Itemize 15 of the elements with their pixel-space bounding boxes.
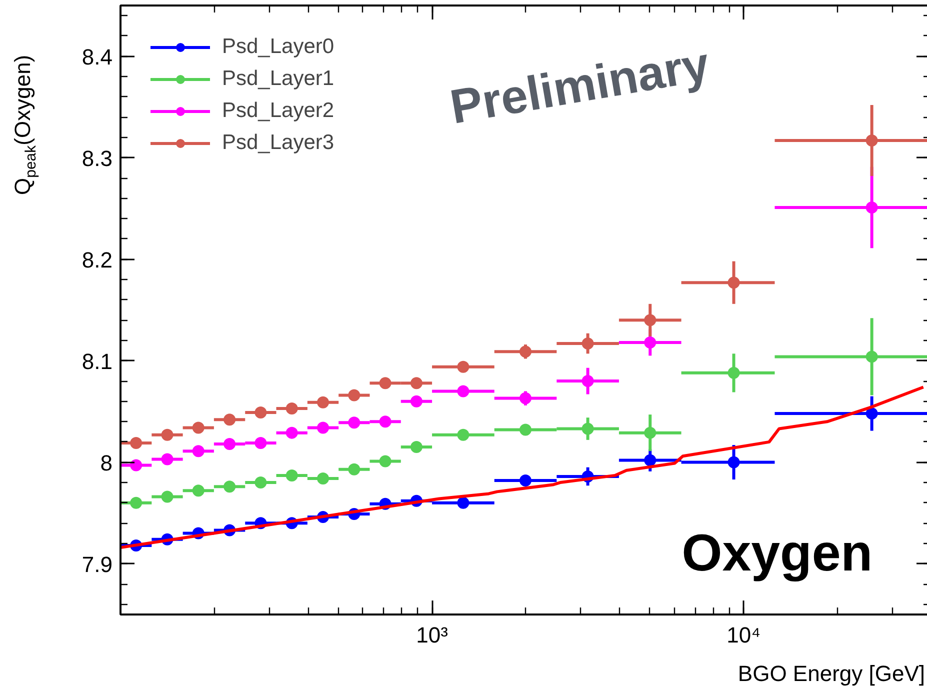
legend-label: Psd_Layer0 [222, 35, 334, 59]
y-tick-label: 8.3 [82, 146, 113, 171]
legend-label: Psd_Layer3 [222, 131, 334, 155]
y-tick-label: 8 [100, 450, 113, 476]
x-tick-label: 10⁴ [726, 622, 761, 648]
y-tick-label: 7.9 [82, 552, 113, 577]
x-tick-label: 10³ [416, 622, 448, 648]
legend-label: Psd_Layer2 [222, 99, 334, 123]
y-tick-label: 8.1 [82, 348, 113, 374]
annotation: Preliminary [446, 38, 714, 134]
y-tick-label: 8.2 [82, 247, 113, 272]
x-axis-title: BGO Energy [GeV] [738, 660, 925, 687]
legend-label: Psd_Layer1 [222, 67, 334, 91]
y-tick-label: 8.4 [82, 44, 113, 70]
annotation: Oxygen [682, 524, 872, 582]
